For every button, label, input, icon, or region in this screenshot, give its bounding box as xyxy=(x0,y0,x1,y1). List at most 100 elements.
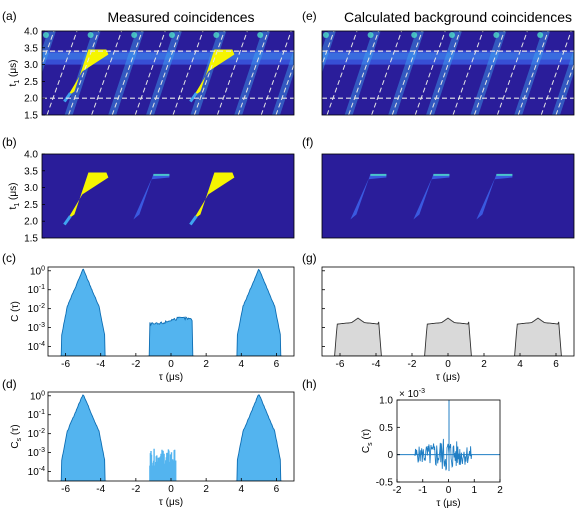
dashed-diag-b-5 xyxy=(216,31,248,115)
ylabel: t1 (μs) xyxy=(8,183,21,210)
peak-2 xyxy=(147,316,195,356)
ylabel: C (τ) xyxy=(10,301,21,322)
ytick-label-3: 3.0 xyxy=(24,60,38,71)
xtick-label-3: 0 xyxy=(168,359,174,370)
ytick-label-3: 10-3 xyxy=(28,322,45,334)
title-left: Measured coincidences xyxy=(107,9,254,25)
dashed-diag-b-2 xyxy=(371,31,403,115)
streak-tip-6 xyxy=(537,32,544,38)
xtick-label-0: -2 xyxy=(393,485,402,496)
ytick-label-1: 0.5 xyxy=(379,423,393,434)
xtick-label-4: 2 xyxy=(481,359,487,370)
dashed-diag-a-7 xyxy=(555,63,574,115)
xtick-label-2: 0 xyxy=(446,485,452,496)
streak-tip-7 xyxy=(575,32,581,38)
streak-tip-4 xyxy=(449,32,455,38)
xtick-label-6: 6 xyxy=(274,359,280,370)
streak-tip-3 xyxy=(411,32,418,38)
xlabel: τ (μs) xyxy=(436,372,460,383)
streak-tip-4 xyxy=(169,32,175,38)
ylabel: Cs (τ) xyxy=(10,424,23,448)
svg-text:C (τ): C (τ) xyxy=(10,301,21,322)
dashed-diag-a-5 xyxy=(473,31,505,115)
dashed-diag-a-2 xyxy=(348,31,380,115)
faint-peak-2 xyxy=(413,174,450,220)
xtick-label-4: 2 xyxy=(203,359,209,370)
xtick-label-4: 2 xyxy=(497,485,503,496)
measured-2d: 1.5 2.0 2.5 3.0 3.5 4.0 t1 (μs) xyxy=(8,27,301,122)
title-right: Calculated background coincidences xyxy=(344,9,572,25)
ytick-label-2: 10-2 xyxy=(28,428,45,440)
xtick-label-1: -4 xyxy=(96,359,105,370)
cs-trace xyxy=(414,438,473,471)
panel-label-d: (d) xyxy=(2,377,17,391)
panel-label-a: (a) xyxy=(2,9,17,23)
xtick-label-0: -6 xyxy=(61,359,70,370)
streak-tip-5 xyxy=(493,32,500,38)
peak-tail-2 xyxy=(189,215,198,226)
xtick-label-0: -6 xyxy=(336,359,345,370)
xtick-label-1: -4 xyxy=(96,484,105,495)
dashed-diag-a-1 xyxy=(322,31,335,67)
scale-label: × 10-3 xyxy=(399,388,425,400)
dashed-diag-b-1 xyxy=(46,31,78,115)
ytick-label-4: 3.5 xyxy=(24,43,38,54)
coincidence-peak-2 xyxy=(193,172,235,220)
ytick-label-5: 4.0 xyxy=(24,27,38,38)
dashed-diag-b-3 xyxy=(414,31,446,115)
dashed-diag-b-6 xyxy=(260,31,292,115)
xtick-label-5: 4 xyxy=(239,359,245,370)
faint-peak-3 xyxy=(476,174,513,220)
dashed-diag-a-7 xyxy=(275,63,294,115)
frame xyxy=(321,30,575,116)
peak-tail-2 xyxy=(189,92,198,103)
dashed-diag-b-3 xyxy=(134,31,166,115)
xtick-label-1: -1 xyxy=(418,485,427,496)
heatmap-background xyxy=(42,154,294,238)
ytick-label-0: 1.0 xyxy=(379,396,393,407)
streak-tip-2 xyxy=(87,32,94,38)
ytick-label-1: 2.0 xyxy=(24,217,38,228)
dashed-diag-a-4 xyxy=(149,31,181,115)
faint-peak-1 xyxy=(133,174,170,220)
frame xyxy=(396,399,501,483)
ytick-label-4: 3.5 xyxy=(24,166,38,177)
ytick-label-5: 4.0 xyxy=(24,150,38,161)
peak-1 xyxy=(59,394,107,481)
background-ctau: -6 -4 -2 0 2 4 6 τ (μs) xyxy=(321,266,575,383)
filtered-2d: 1.5 2.0 2.5 3.0 3.5 4.0 t1 (μs) xyxy=(8,150,295,245)
peak-2 xyxy=(235,394,283,481)
diagonal-streak-1 xyxy=(42,31,56,73)
ytick-label-3: 3.0 xyxy=(24,183,38,194)
dashed-diag-a-3 xyxy=(391,31,423,115)
panels: 1.5 2.0 2.5 3.0 3.5 4.0 t1 (μs) 1.5 2.0 2.5 3.0 3.5… xyxy=(8,27,581,509)
xtick-label-2: -2 xyxy=(408,359,417,370)
peak-2 xyxy=(424,317,472,356)
coincidence-peak-1 xyxy=(67,49,109,97)
xtick-label-3: 0 xyxy=(168,484,174,495)
coincidence-peak-1 xyxy=(67,172,109,220)
streak-tip-6 xyxy=(257,32,264,38)
cs-linear: -2 -1 0 1 2 1.0 0.5 0 -0.5 × 10-3 τ (μs) Cs (τ) xyxy=(361,388,503,509)
panel-label-b: (b) xyxy=(2,135,17,149)
streak-tip-1 xyxy=(323,32,329,38)
dashed-diag-b-6 xyxy=(540,31,572,115)
residual-noise xyxy=(149,448,177,481)
ytick-label-3: -0.5 xyxy=(376,478,394,489)
peak-1 xyxy=(334,317,382,356)
svg-text:Cs (τ): Cs (τ) xyxy=(361,429,374,453)
svg-text:t1 (μs): t1 (μs) xyxy=(8,60,21,87)
streak-tip-7 xyxy=(295,32,301,38)
xtick-label-5: 4 xyxy=(239,484,245,495)
horizontal-band xyxy=(322,50,574,65)
dashed-diag-b-5 xyxy=(496,31,528,115)
ytick-label-1: 10-1 xyxy=(28,409,45,421)
dashed-diag-a-2 xyxy=(68,31,100,115)
xtick-label-3: 0 xyxy=(445,359,451,370)
streak-tip-3 xyxy=(131,32,138,38)
peak-tail-1 xyxy=(63,92,72,103)
frame xyxy=(321,153,575,239)
svg-text:Cs (τ): Cs (τ) xyxy=(10,424,23,448)
faint-peak-1 xyxy=(350,174,387,220)
ytick-label-2: 2.5 xyxy=(24,200,38,211)
